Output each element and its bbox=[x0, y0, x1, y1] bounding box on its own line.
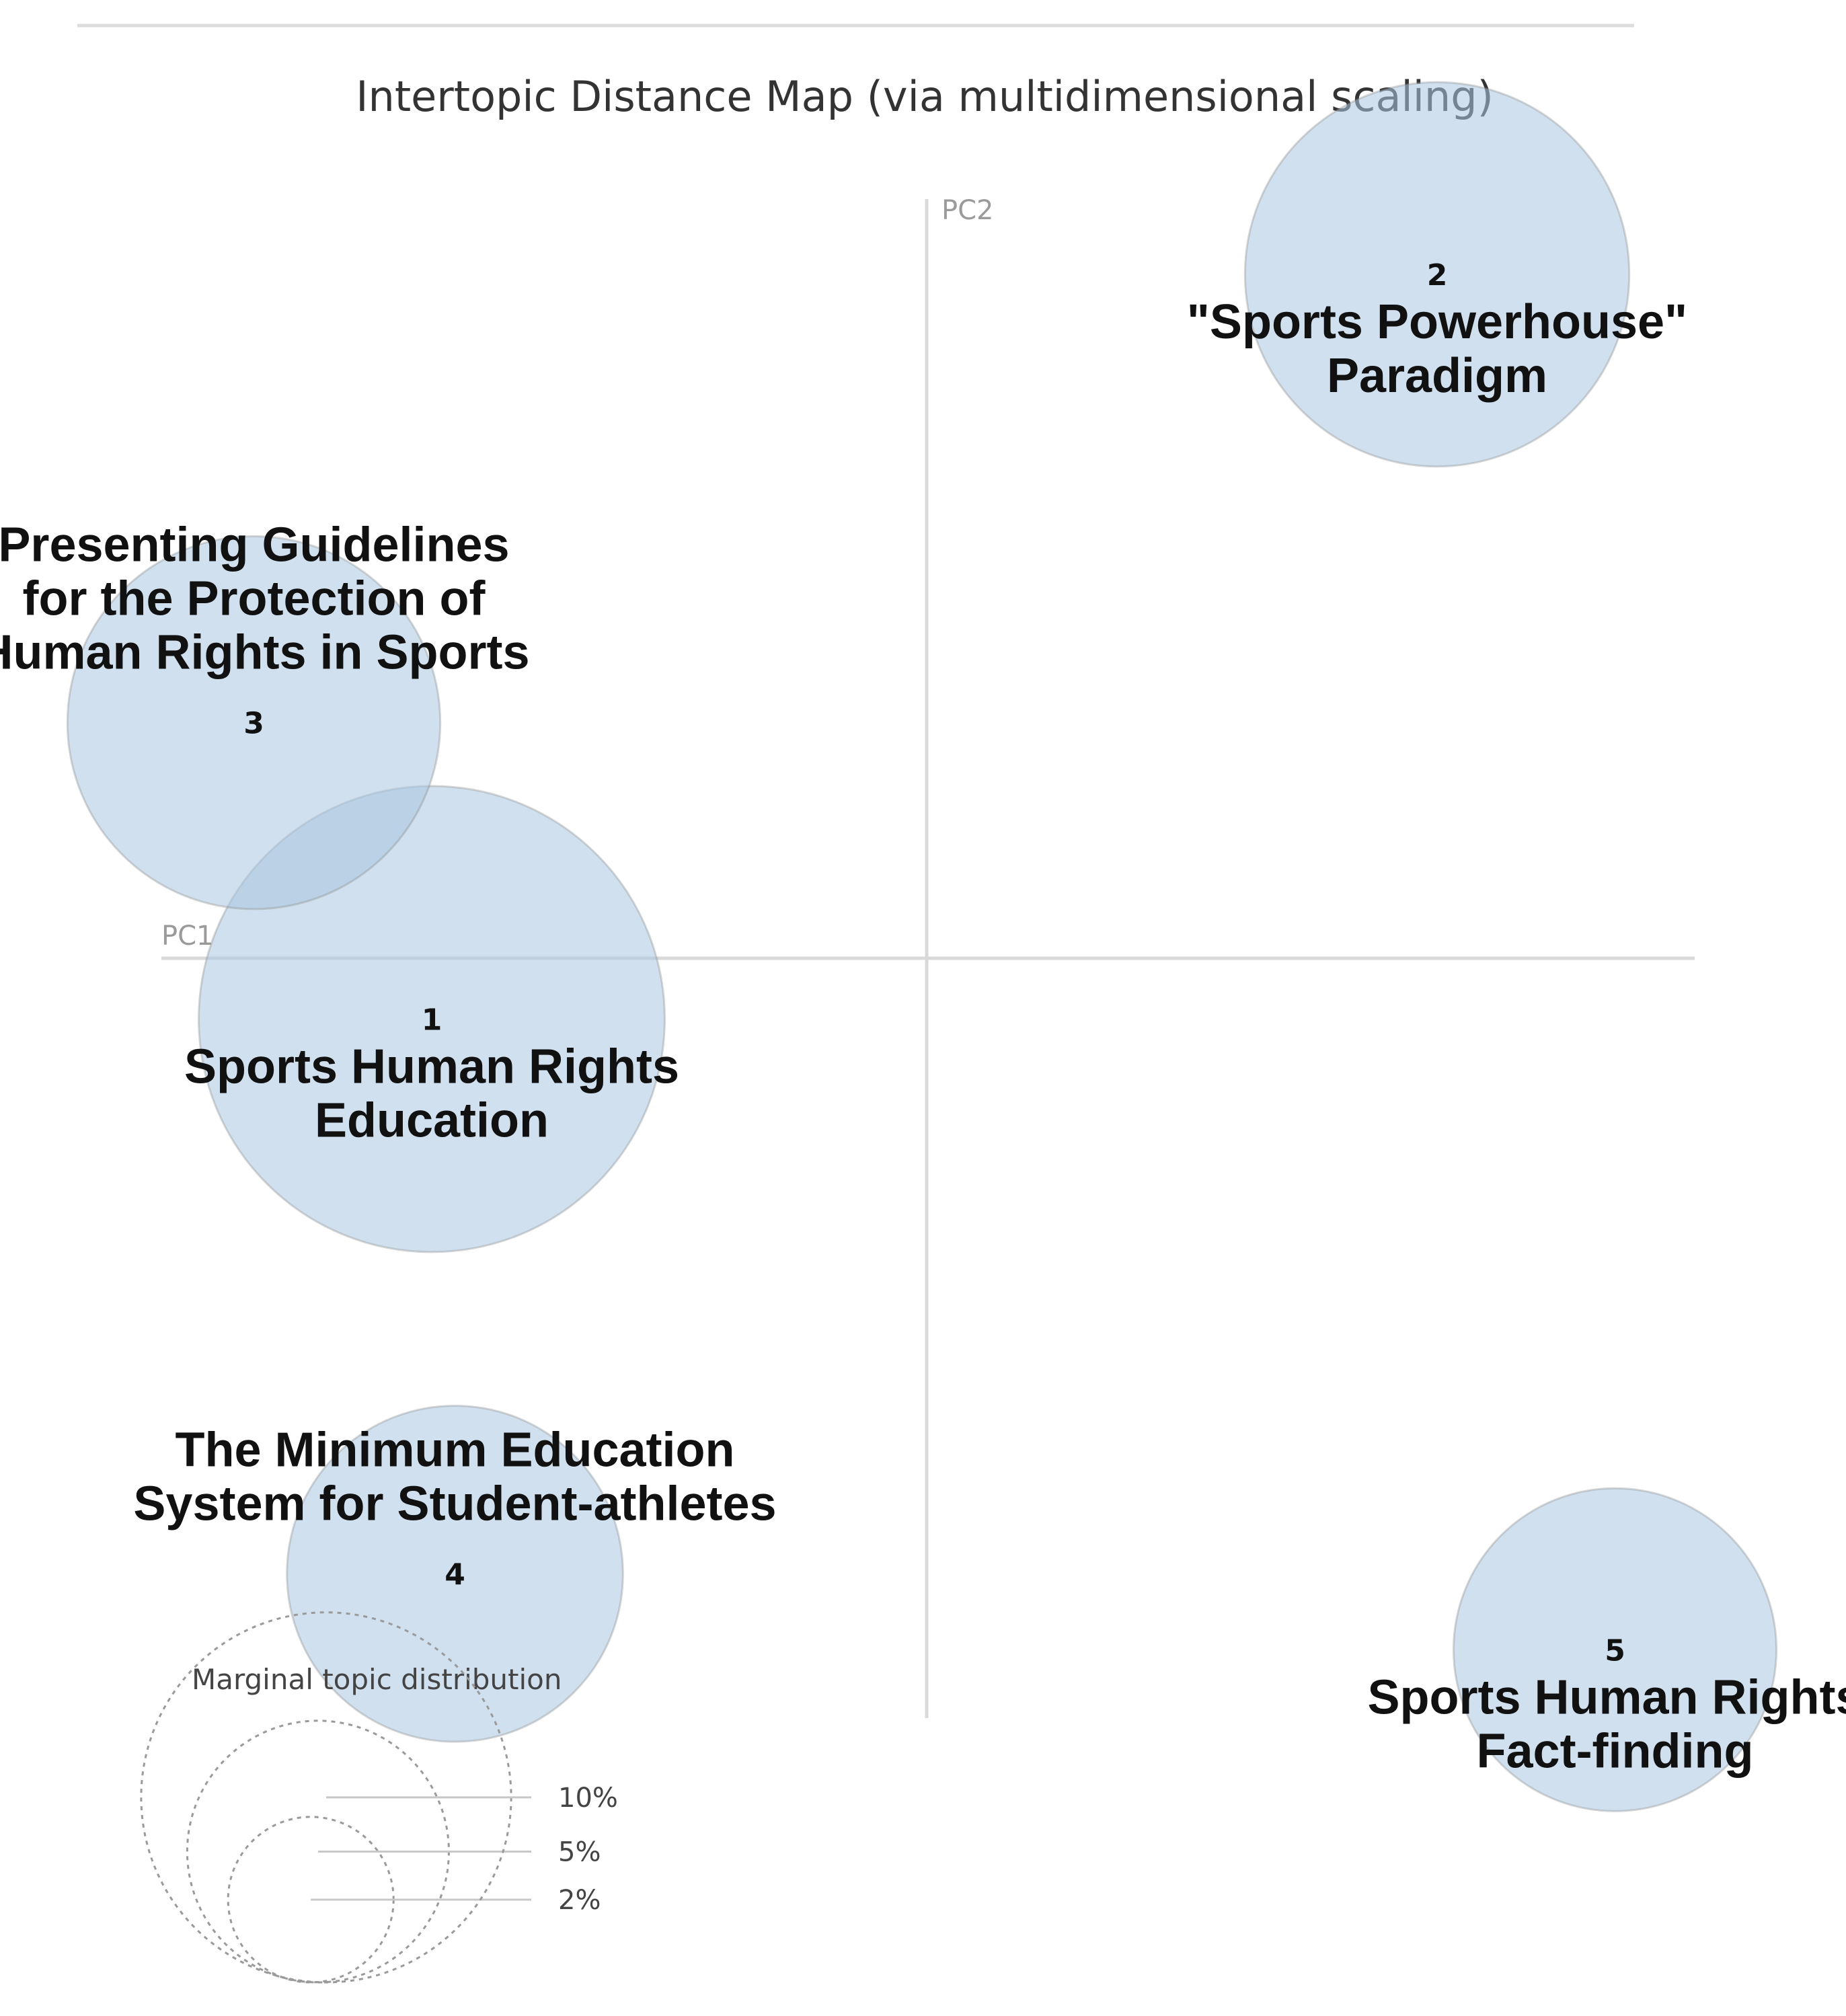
topic-label-5-line-1: Sports Human Rights bbox=[1367, 1670, 1846, 1724]
legend-label-5pct: 5% bbox=[558, 1836, 601, 1867]
topic-bubble-5[interactable] bbox=[1452, 1487, 1778, 1812]
legend-label-10pct: 10% bbox=[558, 1783, 618, 1814]
topic-bubble-1[interactable] bbox=[198, 785, 666, 1253]
legend-title: Marginal topic distribution bbox=[192, 1663, 562, 1696]
topic-label-1-line-2: Education bbox=[315, 1093, 549, 1147]
topic-label-4-line-1: The Minimum Education bbox=[175, 1423, 734, 1477]
topic-label-5: Sports Human Rights Fact-finding bbox=[1367, 1670, 1846, 1778]
topic-number-1: 1 bbox=[422, 1003, 443, 1037]
size-legend: Marginal topic distribution 2% 5% 10% bbox=[140, 1611, 618, 1984]
legend-label-2pct: 2% bbox=[558, 1885, 601, 1916]
topic-number-3: 3 bbox=[243, 707, 264, 741]
topic-label-2-line-1: "Sports Powerhouse" bbox=[1187, 295, 1687, 349]
topic-bubble-2[interactable] bbox=[1243, 81, 1631, 468]
topic-label-4: The Minimum Education System for Student-… bbox=[133, 1423, 776, 1530]
topic-number-2: 2 bbox=[1427, 258, 1448, 293]
topic-label-3-line-3: Human Rights in Sports bbox=[0, 626, 530, 680]
topic-number-5: 5 bbox=[1605, 1633, 1625, 1668]
topic-bubble-3[interactable] bbox=[66, 535, 442, 910]
topic-label-1: Sports Human Rights Education bbox=[184, 1040, 679, 1147]
topic-label-1-line-1: Sports Human Rights bbox=[184, 1040, 679, 1093]
topic-label-5-line-2: Fact-finding bbox=[1477, 1724, 1754, 1778]
pc1-axis-label: PC1 bbox=[161, 921, 214, 952]
topic-label-3-line-1: Presenting Guidelines bbox=[0, 518, 510, 572]
pc2-axis-label: PC2 bbox=[941, 195, 994, 226]
topic-bubbles bbox=[66, 81, 1778, 1812]
topic-label-2: "Sports Powerhouse" Paradigm bbox=[1187, 295, 1687, 403]
topic-bubble-4[interactable] bbox=[286, 1404, 624, 1743]
topic-label-4-line-2: System for Student-athletes bbox=[133, 1477, 776, 1530]
topic-number-4: 4 bbox=[445, 1557, 465, 1592]
topic-label-3: Presenting Guidelines for the Protection … bbox=[0, 518, 530, 680]
topic-label-2-line-2: Paradigm bbox=[1327, 349, 1547, 403]
topic-label-3-line-2: for the Protection of bbox=[23, 572, 486, 626]
chart-title: Intertopic Distance Map (via multidimens… bbox=[356, 72, 1494, 121]
